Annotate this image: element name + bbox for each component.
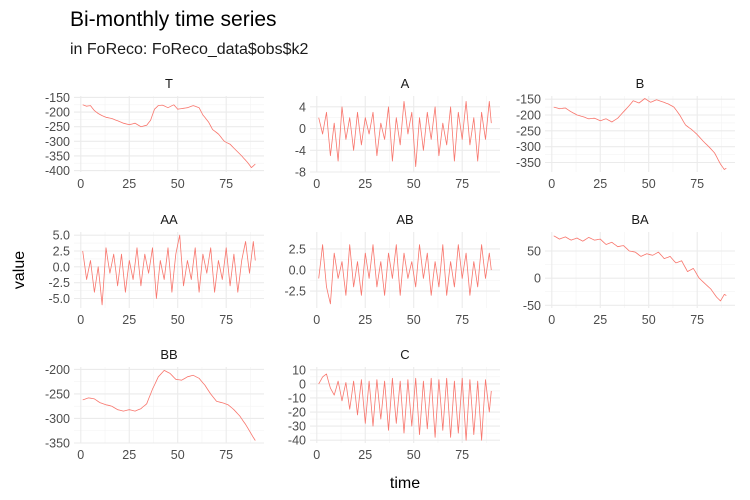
y-tick-label: -4: [295, 144, 306, 158]
x-tick-label: 50: [407, 177, 421, 191]
y-tick-label: 0: [534, 272, 541, 286]
y-tick-label: -10: [288, 391, 306, 405]
y-tick-label: -5.0: [48, 292, 70, 306]
y-tick-label: 50: [527, 245, 541, 259]
series-line-aa: [82, 234, 256, 306]
y-tick-label: -20: [288, 406, 306, 420]
y-tick-label: -40: [288, 434, 306, 448]
x-tick-label: 75: [455, 177, 469, 191]
series-line-a: [318, 101, 492, 167]
x-tick-label: 75: [455, 448, 469, 462]
x-tick-label: 50: [171, 177, 185, 191]
y-tick-label: -200: [45, 106, 70, 120]
y-tick-label: 0: [299, 377, 306, 391]
y-tick-label: -250: [45, 120, 70, 134]
x-tick-label: 0: [77, 177, 84, 191]
series-line-b: [553, 98, 727, 170]
x-tick-label: 50: [407, 313, 421, 327]
series-line-t: [82, 104, 256, 168]
y-tick-label: 4: [299, 100, 306, 114]
x-tick-label: 0: [548, 177, 555, 191]
y-tick-label: -300: [45, 135, 70, 149]
x-tick-label: 75: [219, 448, 233, 462]
x-tick-label: 25: [358, 313, 372, 327]
x-tick-label: 75: [455, 313, 469, 327]
series-line-c: [318, 373, 492, 441]
y-tick-label: 0.0: [53, 260, 70, 274]
panel-title: C: [400, 347, 409, 362]
y-tick-label: -300: [45, 412, 70, 426]
y-tick-label: -350: [516, 156, 541, 170]
y-tick-label: 5.0: [53, 229, 70, 243]
panel-title: T: [165, 76, 173, 91]
y-tick-label: -150: [45, 91, 70, 105]
x-tick-label: 75: [690, 177, 704, 191]
panel-title: BA: [631, 212, 649, 227]
panel-ba: BA 0 25 50 75 50 0 -50: [523, 212, 735, 327]
y-tick-label: 2.5: [289, 242, 306, 256]
y-tick-label: -150: [516, 93, 541, 107]
y-tick-label: -200: [45, 363, 70, 377]
y-tick-label: 2.5: [53, 245, 70, 259]
y-tick-label: 10: [292, 363, 306, 377]
y-tick-label: 0.0: [289, 264, 306, 278]
panel-title: A: [401, 76, 410, 91]
panel-a: A 0 25 50 75 4 0 -4 -8: [295, 76, 500, 191]
y-tick-label: 0: [299, 122, 306, 136]
y-tick-label: -50: [523, 299, 541, 313]
panel-title: B: [636, 76, 645, 91]
panel-title: BB: [160, 347, 177, 362]
y-tick-label: -300: [516, 140, 541, 154]
x-tick-label: 75: [690, 313, 704, 327]
x-tick-label: 25: [358, 448, 372, 462]
x-tick-label: 0: [313, 177, 320, 191]
panel-t: T 0 25 50 75 -150-200-250-300-350-400: [45, 76, 264, 191]
x-tick-label: 75: [219, 313, 233, 327]
x-tick-label: 25: [122, 177, 136, 191]
x-tick-label: 0: [313, 448, 320, 462]
x-tick-label: 25: [122, 448, 136, 462]
x-tick-label: 25: [358, 177, 372, 191]
x-tick-label: 0: [77, 313, 84, 327]
x-tick-label: 50: [407, 448, 421, 462]
y-tick-label: -350: [45, 149, 70, 163]
series-line-bb: [82, 370, 256, 441]
y-tick-label: -250: [516, 124, 541, 138]
panel-b: B 0 25 50 75 -150 -200-250 -300 -350: [516, 76, 735, 191]
panel-title: AA: [160, 212, 178, 227]
y-tick-label: -200: [516, 109, 541, 123]
y-tick-label: -400: [45, 164, 70, 178]
series-line-ab: [318, 244, 492, 305]
x-tick-label: 50: [642, 177, 656, 191]
y-axis-title: value: [11, 251, 28, 289]
x-tick-label: 50: [171, 313, 185, 327]
panel-bb: BB 0 25 50 75 -200 -250 -300 -350: [45, 347, 264, 462]
x-tick-label: 75: [219, 177, 233, 191]
x-tick-label: 0: [313, 313, 320, 327]
chart-subtitle: in FoReco: FoReco_data$obs$k2: [70, 41, 308, 58]
panel-aa: AA 0 25 50 75 5.0 2.50.0 -2.5 -5.0: [48, 212, 264, 327]
y-tick-label: -350: [45, 437, 70, 451]
y-tick-label: -8: [295, 166, 306, 180]
x-tick-label: 25: [593, 177, 607, 191]
panel-ab: AB 0 25 50 75 2.5 0.0 -2.5: [284, 212, 500, 327]
x-tick-label: 25: [122, 313, 136, 327]
panel-title: AB: [396, 212, 413, 227]
x-axis-title: time: [390, 475, 420, 492]
series-line-ba: [553, 235, 727, 302]
x-tick-label: 50: [642, 313, 656, 327]
x-tick-label: 25: [593, 313, 607, 327]
chart-title: Bi-monthly time series: [70, 8, 277, 31]
y-tick-label: -2.5: [284, 285, 306, 299]
x-tick-label: 0: [548, 313, 555, 327]
y-tick-label: -2.5: [48, 276, 70, 290]
y-tick-label: -30: [288, 420, 306, 434]
y-tick-label: -250: [45, 387, 70, 401]
x-tick-label: 0: [77, 448, 84, 462]
x-tick-label: 50: [171, 448, 185, 462]
